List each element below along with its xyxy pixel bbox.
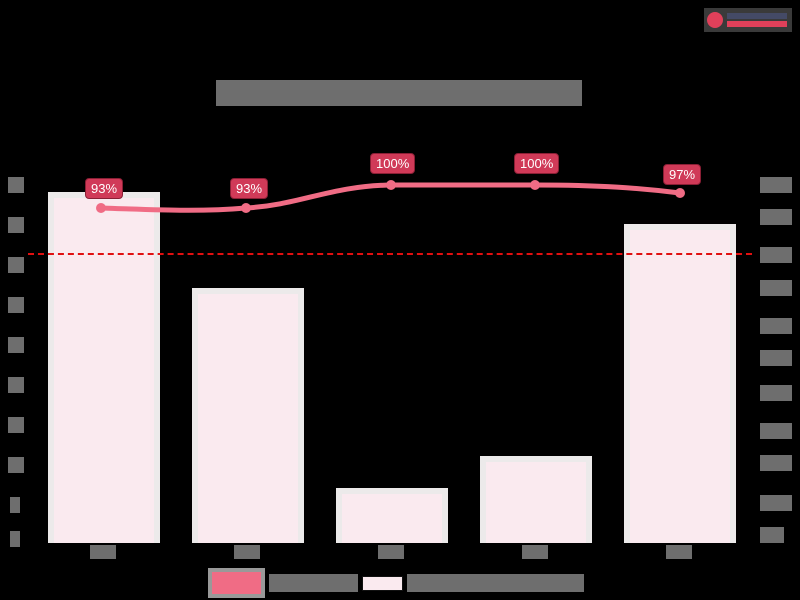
right-tick — [760, 209, 792, 225]
category-label — [90, 545, 116, 559]
left-tick — [8, 377, 24, 393]
left-tick — [10, 531, 20, 547]
bar — [192, 288, 304, 543]
left-tick — [8, 297, 24, 313]
logo-icon — [707, 12, 723, 28]
right-tick — [760, 318, 792, 334]
legend-line-label — [269, 574, 358, 592]
category-label — [666, 545, 692, 559]
legend-bar-label — [407, 574, 584, 592]
right-tick — [760, 455, 792, 471]
legend — [208, 568, 584, 598]
category-label — [522, 545, 548, 559]
right-tick — [760, 350, 792, 366]
left-tick — [8, 177, 24, 193]
right-tick — [760, 177, 792, 193]
right-tick — [760, 527, 784, 543]
left-tick — [8, 217, 24, 233]
chart-title — [216, 80, 582, 106]
data-label: 100% — [514, 153, 560, 174]
category-label — [378, 545, 404, 559]
brand-logo — [704, 8, 792, 32]
logo-text — [727, 13, 787, 27]
left-tick — [8, 257, 24, 273]
right-tick — [760, 495, 792, 511]
left-tick — [10, 497, 20, 513]
left-tick — [8, 457, 24, 473]
reference-line — [28, 253, 752, 255]
left-tick — [8, 417, 24, 433]
right-tick — [760, 423, 792, 439]
category-label — [234, 545, 260, 559]
legend-bar-swatch — [361, 575, 403, 591]
data-label: 93% — [85, 178, 124, 199]
bar — [336, 488, 448, 543]
bar — [48, 192, 160, 543]
bar — [480, 456, 592, 543]
data-label: 97% — [663, 164, 702, 185]
data-label: 93% — [230, 178, 269, 199]
right-tick — [760, 280, 792, 296]
data-label: 100% — [370, 153, 416, 174]
right-tick — [760, 385, 792, 401]
legend-line-swatch — [208, 568, 266, 598]
right-tick — [760, 247, 792, 263]
left-tick — [8, 337, 24, 353]
bar — [624, 224, 736, 543]
